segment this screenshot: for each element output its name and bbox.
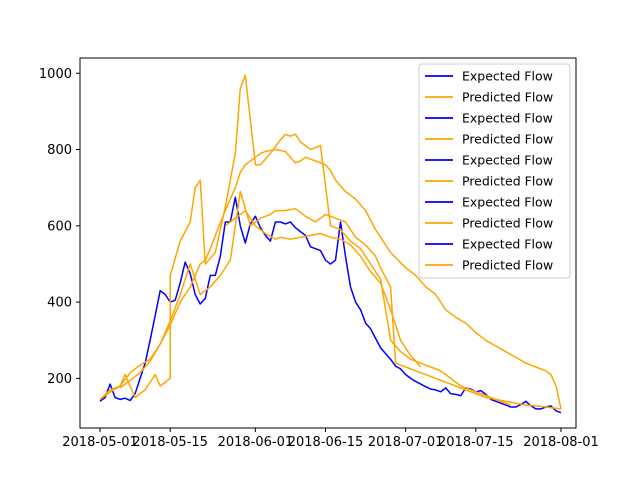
y-tick-label: 400 (47, 296, 72, 311)
legend-label: Predicted Flow (462, 132, 553, 147)
legend-label: Predicted Flow (462, 258, 553, 273)
x-tick-label: 2018-06-01 (218, 435, 294, 450)
series-line-2 (99, 148, 562, 410)
plot-frame (79, 57, 577, 429)
x-tick-label: 2018-08-01 (523, 435, 599, 450)
legend-label: Expected Flow (462, 111, 553, 126)
series-line-3 (99, 74, 512, 406)
y-tick-label: 1000 (39, 67, 72, 82)
legend-label: Expected Flow (462, 237, 553, 252)
y-tick-label: 800 (47, 143, 72, 158)
x-tick-label: 2018-05-01 (62, 435, 138, 450)
legend-box (418, 63, 571, 279)
series-layer (99, 74, 562, 414)
series-line-5 (224, 209, 422, 368)
x-tick-label: 2018-07-15 (438, 435, 514, 450)
y-tick-label: 600 (47, 219, 72, 234)
series-line-4 (119, 190, 562, 410)
x-tick-label: 2018-05-15 (132, 435, 208, 450)
legend-label: Predicted Flow (462, 90, 553, 105)
x-tick-label: 2018-06-15 (288, 435, 364, 450)
x-tick-label: 2018-07-01 (368, 435, 444, 450)
legend: Expected Flow Predicted Flow Expected Flow… (418, 63, 571, 279)
legend-label: Predicted Flow (462, 216, 553, 231)
legend-label: Expected Flow (462, 195, 553, 210)
y-tick-label: 200 (47, 372, 72, 387)
y-axis: 200 400 600 800 1000 (39, 67, 80, 387)
legend-label: Predicted Flow (462, 174, 553, 189)
legend-label: Expected Flow (462, 153, 553, 168)
legend-label: Expected Flow (462, 69, 553, 84)
series-line-1 (99, 196, 562, 414)
